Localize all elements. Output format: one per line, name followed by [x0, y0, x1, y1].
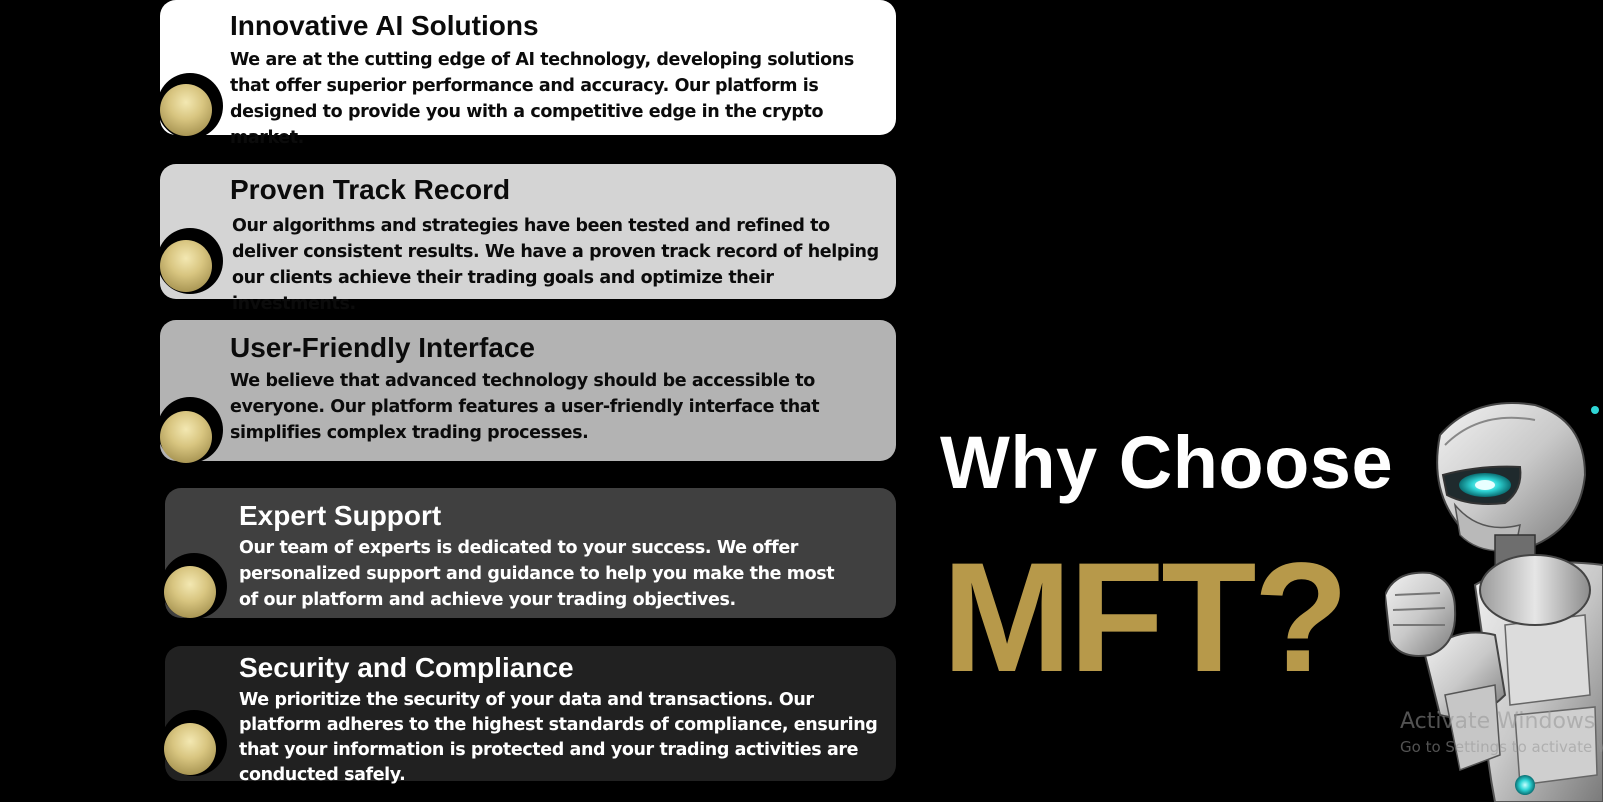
feature-description: Our algorithms and strategies have been … [232, 216, 879, 314]
feature-title: User-Friendly Interface [230, 332, 535, 363]
feature-card-track-record: Proven Track Record Our algorithms and s… [160, 164, 896, 314]
feature-title: Security and Compliance [239, 652, 574, 683]
feature-card-expert-support: Expert Support Our team of experts is de… [165, 488, 896, 618]
hero-brand: MFT? [942, 531, 1349, 705]
feature-title: Proven Track Record [230, 174, 511, 205]
feature-description: Our team of experts is dedicated to your… [239, 538, 835, 610]
hero-heading: Why Choose [940, 421, 1394, 504]
feature-description: We prioritize the security of your data … [239, 690, 878, 785]
watermark-subtitle: Go to Settings to activate Windows. [1400, 738, 1603, 756]
gold-coin-icon [160, 240, 212, 292]
feature-card-user-friendly: User-Friendly Interface We believe that … [160, 320, 896, 461]
watermark-title: Activate Windows [1400, 709, 1596, 734]
gold-coin-icon [164, 723, 216, 775]
feature-description: We are at the cutting edge of AI technol… [230, 50, 854, 148]
feature-card-security: Security and Compliance We prioritize th… [165, 646, 896, 785]
gold-coin-icon [164, 566, 216, 618]
robot-illustration [1385, 402, 1603, 802]
gold-coin-icon [160, 84, 212, 136]
feature-title: Innovative AI Solutions [230, 10, 539, 41]
feature-card-innovative-ai: Innovative AI Solutions We are at the cu… [160, 0, 896, 148]
feature-title: Expert Support [239, 500, 442, 531]
activation-watermark: Activate Windows Go to Settings to activ… [1400, 708, 1603, 758]
gold-coin-icon [160, 411, 212, 463]
feature-description: We believe that advanced technology shou… [230, 371, 820, 443]
